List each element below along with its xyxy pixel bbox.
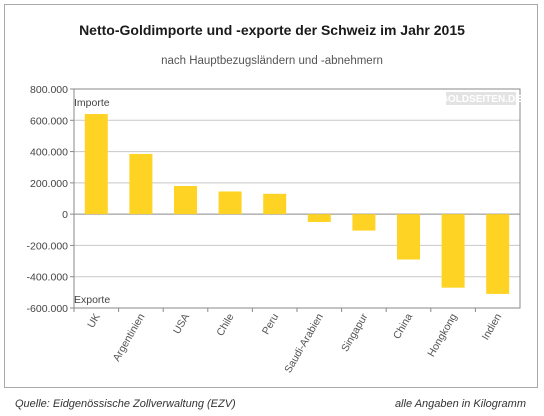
- watermark-logo: GOLDSEITEN.DE: [440, 92, 522, 105]
- y-tick-label: 600.000: [30, 115, 68, 127]
- bar-indien: [486, 214, 510, 294]
- x-category-label: Saudi-Arabien: [282, 311, 326, 375]
- x-category-label: Indien: [480, 311, 505, 342]
- annotation-exporte: Exporte: [74, 294, 110, 306]
- x-category-label: Singapur: [339, 311, 371, 354]
- watermark-background: [446, 92, 516, 105]
- x-category-label: China: [391, 311, 415, 341]
- source-note: Quelle: Eidgenössische Zollverwaltung (E…: [15, 398, 236, 410]
- bar-usa: [174, 185, 197, 215]
- x-category-label: Peru: [260, 311, 282, 336]
- bar-saudi-arabien: [307, 214, 331, 222]
- x-category-label: Hongkong: [425, 311, 459, 359]
- bars: [84, 114, 510, 294]
- x-category-label: Argentinien: [111, 311, 148, 363]
- bar-peru: [263, 193, 287, 215]
- x-category-labels: UK Argentinien USA Chile Peru Saudi-Arabien Si…: [85, 311, 504, 375]
- unit-note: alle Angaben in Kilogramm: [394, 398, 526, 410]
- x-category-label: UK: [85, 312, 103, 331]
- y-tick-label: 0: [62, 209, 68, 221]
- y-tick-label: 400.000: [30, 147, 68, 159]
- annotation-importe: Importe: [74, 97, 110, 109]
- bar-china: [397, 214, 420, 260]
- chart-title: Netto-Goldimporte und -exporte der Schwe…: [79, 22, 465, 38]
- bar-uk: [84, 114, 108, 215]
- bar-argentinien: [129, 153, 153, 215]
- y-tick-labels: 800.000 600.000 400.000 200.000 0 -200.000 -40…: [27, 84, 69, 315]
- y-tick-label: 800.000: [30, 84, 68, 96]
- bar-hongkong: [441, 214, 465, 288]
- chart-subtitle: nach Hauptbezugsländern und -abnehmern: [161, 55, 383, 67]
- bar-chile: [218, 191, 242, 215]
- y-tick-label: 200.000: [30, 178, 68, 190]
- y-tick-label: -200.000: [27, 240, 69, 252]
- x-category-label: Chile: [214, 311, 236, 338]
- x-category-label: USA: [171, 312, 192, 337]
- y-tick-label: -600.000: [27, 303, 69, 315]
- bar-singapur: [352, 214, 376, 231]
- watermark-text: GOLDSEITEN.DE: [440, 94, 522, 105]
- y-tick-label: -400.000: [27, 272, 69, 284]
- plot-border: [73, 88, 521, 309]
